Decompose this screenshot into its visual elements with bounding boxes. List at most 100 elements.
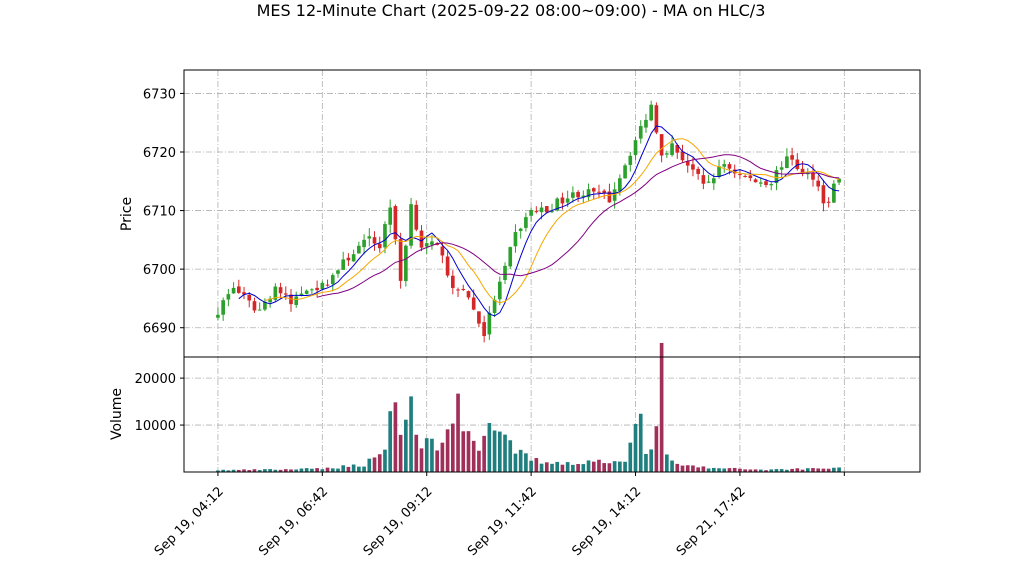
volume-bar (477, 450, 481, 472)
candle-body (398, 239, 403, 281)
volume-bar (247, 470, 252, 472)
x-tick-label: Sep 19, 06:42 (256, 484, 331, 559)
candle-body (477, 311, 481, 324)
candle-body (722, 164, 727, 167)
candle-body (811, 172, 815, 180)
volume-bar (325, 467, 330, 472)
volume-bar (821, 468, 826, 472)
candle-body (769, 184, 774, 186)
candle (706, 174, 711, 184)
volume-bar (497, 431, 502, 472)
candles-layer (216, 100, 841, 343)
candle-body (675, 145, 680, 153)
candle (487, 306, 492, 340)
volume-bar (482, 435, 486, 472)
candle-body (226, 294, 231, 300)
volume-bar (722, 468, 727, 472)
volume-bar (231, 469, 236, 472)
candle-body (738, 174, 742, 176)
candle (497, 276, 502, 306)
volume-bar (263, 469, 267, 472)
volume-bar (471, 440, 476, 472)
candle (257, 302, 262, 311)
volume-bar (785, 469, 789, 472)
candle-body (419, 230, 424, 248)
candle-body (351, 254, 356, 262)
volume-bar (435, 450, 439, 472)
candle-body (404, 245, 408, 282)
volume-bar (581, 464, 586, 472)
candle-body (409, 204, 413, 246)
volume-bar (524, 453, 528, 472)
candle-body (571, 192, 575, 198)
candle (226, 288, 231, 307)
candle-body (482, 322, 486, 337)
candle (492, 295, 497, 318)
x-tick-label: Sep 19, 09:12 (361, 484, 436, 559)
candle-body (466, 291, 471, 298)
candle-body (785, 156, 789, 169)
volume-bar (529, 460, 533, 472)
candle (826, 197, 831, 208)
candle-body (826, 201, 831, 203)
candle-body (346, 257, 351, 261)
volume-bar (649, 449, 654, 472)
candle (388, 199, 393, 233)
volume-bar (701, 466, 706, 472)
candle-body (800, 168, 805, 174)
candle (330, 273, 335, 292)
volume-bar (289, 469, 293, 472)
volume-bar (544, 462, 549, 472)
volume-bar (644, 453, 648, 472)
candle (513, 224, 518, 253)
candle-body (753, 179, 758, 183)
volume-bar (685, 465, 690, 472)
candle (571, 186, 575, 203)
candle-body (790, 155, 794, 160)
candle (649, 100, 654, 122)
candle (325, 279, 330, 287)
candle (430, 235, 434, 250)
volume-bar (586, 460, 591, 472)
volume-bar (456, 393, 460, 472)
volume-bar (221, 469, 225, 472)
candle-body (461, 288, 466, 290)
candle-body (231, 287, 236, 294)
volume-bar (727, 468, 732, 472)
volume-bar (748, 469, 753, 472)
candle-body (529, 209, 533, 216)
candle-body (618, 178, 622, 192)
volume-bar (440, 442, 445, 472)
candle (414, 200, 419, 232)
volume-bar (414, 434, 419, 472)
volume-bar (357, 466, 361, 472)
candle (252, 297, 257, 313)
candle-body (252, 301, 257, 311)
candle-body (837, 178, 841, 183)
candle (550, 203, 554, 214)
volume-bar (571, 464, 575, 472)
volume-bar (659, 342, 664, 472)
volume-bar (743, 469, 747, 472)
candle-body (388, 207, 393, 225)
volume-bar (299, 468, 304, 472)
moving-average-line (238, 125, 840, 317)
moving-average-line (316, 154, 840, 298)
volume-bar (513, 453, 518, 472)
candle (591, 187, 596, 200)
candle (367, 228, 372, 247)
candle (685, 153, 690, 173)
candle-body (701, 175, 706, 184)
price-tick-label: 6730 (143, 87, 176, 102)
candle (409, 197, 413, 249)
candle (518, 227, 523, 239)
candle (805, 168, 810, 180)
candle (670, 135, 674, 157)
volume-bar (795, 468, 800, 472)
candle-body (221, 300, 225, 315)
candle-body (310, 289, 314, 291)
volume-bar (268, 469, 272, 472)
volume-bar (597, 459, 601, 472)
candle (310, 288, 314, 294)
volume-bar (826, 468, 831, 472)
